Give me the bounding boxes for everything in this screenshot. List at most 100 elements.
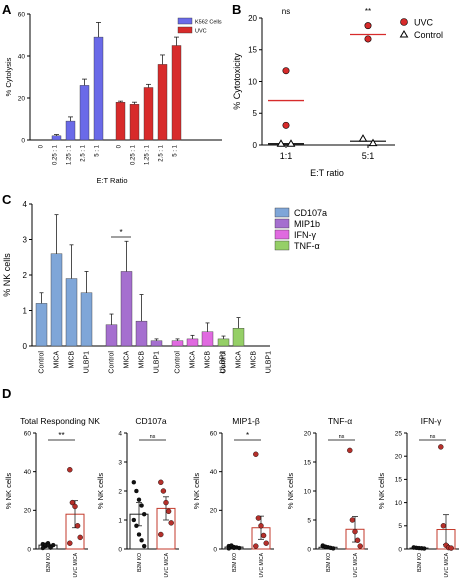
a-bar (51, 135, 62, 141)
d2-data-point (168, 520, 174, 526)
d4-y-tick-label: 0 (307, 546, 311, 553)
panel-label-b: B (232, 2, 241, 17)
d1-significance: ** (58, 431, 64, 440)
c-legend-swatch (274, 207, 290, 218)
d1-data-point (48, 545, 53, 550)
c-legend-label: MIP1b (294, 219, 320, 229)
d1-y-axis-label: % NK cells (4, 473, 13, 510)
d4-data-point (349, 517, 356, 523)
d2-y-tick-label: 0 (118, 546, 122, 553)
c-bar (217, 338, 230, 347)
d1-data-point (40, 545, 45, 551)
d1-data-point (72, 503, 78, 510)
b-control-point (276, 139, 286, 147)
c-x-tick-label: MICB (69, 351, 76, 369)
c-y-tick-label: 0 (23, 342, 28, 351)
a-legend-swatch (177, 26, 193, 34)
a-bar (157, 64, 168, 141)
d2-significance: ns (150, 434, 156, 440)
a-x-tick-label: 2.5 : 1 (159, 144, 165, 161)
c-legend-swatch (274, 240, 290, 251)
d3-data-point (255, 515, 262, 521)
c-legend-label: CD107a (294, 208, 327, 218)
d4-data-point (357, 543, 363, 549)
d3-y-tick-label: 20 (210, 508, 218, 515)
d1-y-tick-label: 20 (24, 508, 32, 515)
b-uvc-point (282, 121, 290, 129)
b-y-tick-label: 20 (248, 14, 257, 23)
d5-data-point (422, 546, 427, 551)
c-significance: * (119, 228, 122, 237)
a-x-tick-label: 1.25 : 1 (145, 144, 151, 165)
c-bar (105, 324, 118, 347)
c-y-tick-label: 4 (23, 200, 28, 209)
d2-data-point (134, 523, 139, 528)
c-bar (35, 303, 48, 347)
b-significance: ** (365, 7, 371, 16)
c-bar (65, 278, 78, 347)
d5-significance: ns (430, 434, 436, 440)
b-legend-control-marker (399, 30, 409, 38)
d3-title: MIP1-β (232, 416, 260, 426)
c-bar (232, 328, 245, 347)
d5-x-tick-label: B2M KO (417, 553, 423, 572)
d2-data-point (136, 497, 142, 502)
c-x-tick-label: MICA (190, 351, 197, 369)
a-bar (93, 36, 104, 141)
c-x-tick-label: Control (109, 351, 116, 374)
d3-data-point (253, 543, 259, 549)
d1-data-point (67, 540, 73, 546)
d2-data-point (158, 531, 164, 538)
d3-y-tick-label: 40 (210, 469, 218, 476)
d5-x-tick-label: UVC MICA (444, 552, 450, 577)
d5-y-axis-label: % NK cells (377, 473, 386, 510)
a-x-tick-label: 0.25 : 1 (131, 144, 137, 165)
b-y-axis-label: % Cytotoxicity (232, 53, 242, 110)
d5-data-point (440, 523, 447, 529)
b-x-tick-label: 5:1 (362, 151, 375, 161)
c-y-tick-label: 3 (23, 235, 28, 244)
c-y-axis-label: % NK cells (2, 253, 12, 297)
a-x-tick-label: 5 : 1 (95, 144, 101, 156)
c-legend-label: IFN-γ (294, 230, 316, 240)
d3-data-point (258, 523, 264, 529)
b-uvc-point (364, 22, 372, 30)
a-x-tick-label: 0 (39, 144, 45, 148)
a-legend-label: UVC (195, 29, 207, 35)
d2-data-point (131, 480, 137, 485)
d5-data-point (438, 444, 444, 450)
d4-y-tick-label: 5 (307, 517, 311, 524)
b-control-point (358, 134, 368, 142)
d2-title: CD107a (135, 416, 166, 426)
c-x-tick-label: Control (221, 351, 228, 374)
d3-y-tick-label: 60 (210, 430, 218, 437)
d3-significance: * (246, 431, 249, 440)
panel-label-d: D (2, 386, 11, 401)
b-legend-label: Control (414, 30, 443, 40)
a-x-tick-label: 2.5 : 1 (81, 144, 87, 161)
d5-data-point (448, 545, 454, 551)
d1-data-point (69, 499, 76, 506)
c-bar (150, 340, 163, 347)
d2-y-tick-label: 2 (118, 488, 122, 495)
d2-data-point (139, 503, 144, 508)
d3-data-point (263, 540, 269, 546)
a-x-axis-label: E:T Ratio (96, 176, 127, 185)
d4-data-point (323, 544, 328, 550)
a-legend-swatch (177, 17, 193, 25)
d2-data-point (139, 538, 144, 543)
a-y-tick-label: 60 (18, 11, 26, 18)
d1-data-point (74, 523, 81, 529)
c-x-tick-label: MICA (54, 351, 61, 369)
d4-x-tick-label: UVC MICA (353, 552, 359, 577)
d3-data-point (231, 545, 237, 551)
d5-y-tick-label: 15 (395, 477, 403, 484)
b-x-tick-label: 1:1 (280, 151, 293, 161)
c-y-tick-label: 1 (23, 306, 28, 315)
d4-x-tick-label: B2M KO (326, 553, 332, 572)
b-x-axis-label: E:T ratio (310, 168, 344, 178)
a-bar (171, 45, 182, 141)
c-x-tick-label: ULBP1 (266, 351, 273, 373)
